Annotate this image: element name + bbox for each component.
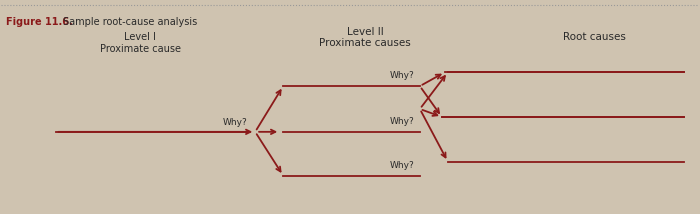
Text: Figure 11.6.: Figure 11.6. (6, 17, 72, 27)
Text: Why?: Why? (390, 71, 415, 80)
Text: Why?: Why? (223, 118, 247, 127)
Text: Level I: Level I (125, 33, 156, 43)
Text: Proximate cause: Proximate cause (100, 45, 181, 54)
Text: Proximate causes: Proximate causes (319, 39, 411, 48)
Text: Why?: Why? (390, 160, 415, 169)
Text: Sample root-cause analysis: Sample root-cause analysis (62, 17, 197, 27)
Text: Root causes: Root causes (563, 33, 626, 43)
Text: Level II: Level II (346, 27, 384, 37)
Text: Why?: Why? (390, 117, 415, 126)
